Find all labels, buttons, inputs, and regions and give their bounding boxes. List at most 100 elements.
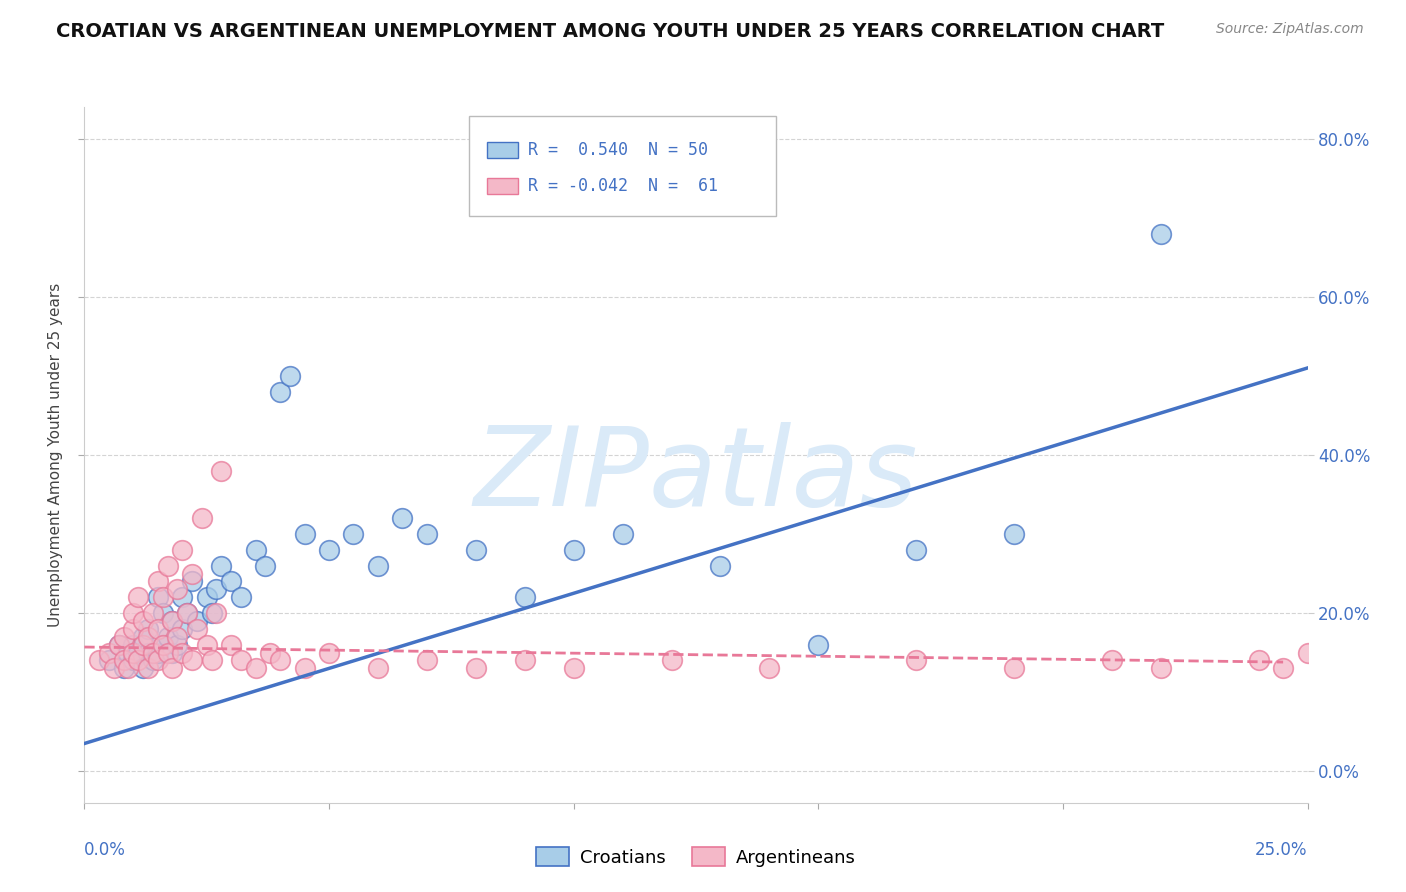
Point bbox=[416, 527, 439, 541]
Point bbox=[219, 638, 242, 652]
Point bbox=[117, 646, 139, 660]
Point bbox=[294, 661, 316, 675]
Point bbox=[172, 646, 194, 660]
Point bbox=[122, 638, 145, 652]
Point bbox=[112, 661, 135, 675]
Point bbox=[342, 527, 364, 541]
Point bbox=[513, 591, 536, 605]
Point bbox=[87, 653, 110, 667]
Point bbox=[172, 622, 194, 636]
Point bbox=[97, 653, 120, 667]
Point bbox=[152, 638, 174, 652]
Point bbox=[200, 653, 222, 667]
Point bbox=[127, 591, 149, 605]
Point bbox=[1002, 527, 1025, 541]
Point bbox=[107, 638, 129, 652]
Text: R = -0.042  N =  61: R = -0.042 N = 61 bbox=[527, 178, 718, 195]
Point bbox=[205, 582, 228, 597]
Point bbox=[661, 653, 683, 667]
Point bbox=[127, 646, 149, 660]
Point bbox=[152, 638, 174, 652]
Point bbox=[156, 630, 179, 644]
Point bbox=[146, 622, 169, 636]
Point bbox=[112, 630, 135, 644]
Point bbox=[122, 622, 145, 636]
Point bbox=[254, 558, 277, 573]
Point bbox=[905, 653, 928, 667]
Point bbox=[127, 653, 149, 667]
Point bbox=[132, 661, 155, 675]
Point bbox=[122, 653, 145, 667]
Point bbox=[136, 661, 159, 675]
Point bbox=[142, 646, 165, 660]
Point bbox=[709, 558, 731, 573]
Point bbox=[122, 606, 145, 620]
Point bbox=[294, 527, 316, 541]
Point bbox=[117, 661, 139, 675]
Point bbox=[209, 464, 232, 478]
Point bbox=[166, 630, 188, 644]
Point bbox=[152, 606, 174, 620]
Point bbox=[132, 638, 155, 652]
Point bbox=[562, 542, 585, 557]
Point bbox=[1272, 661, 1295, 675]
Point bbox=[162, 614, 184, 628]
Point bbox=[176, 606, 198, 620]
Point bbox=[191, 511, 214, 525]
Point bbox=[318, 646, 340, 660]
Point bbox=[136, 622, 159, 636]
Point bbox=[195, 638, 218, 652]
Point bbox=[391, 511, 413, 525]
Text: R =  0.540  N = 50: R = 0.540 N = 50 bbox=[527, 141, 707, 159]
Point bbox=[112, 653, 135, 667]
Point bbox=[152, 591, 174, 605]
Point bbox=[269, 384, 291, 399]
Point bbox=[107, 638, 129, 652]
Point bbox=[1150, 661, 1173, 675]
Point bbox=[162, 661, 184, 675]
Point bbox=[146, 646, 169, 660]
Point bbox=[905, 542, 928, 557]
Point bbox=[142, 606, 165, 620]
Point bbox=[162, 646, 184, 660]
Point bbox=[200, 606, 222, 620]
Point bbox=[181, 566, 204, 581]
Point bbox=[209, 558, 232, 573]
Point bbox=[122, 646, 145, 660]
Point bbox=[172, 591, 194, 605]
Y-axis label: Unemployment Among Youth under 25 years: Unemployment Among Youth under 25 years bbox=[48, 283, 63, 627]
Point bbox=[103, 661, 125, 675]
Point bbox=[758, 661, 780, 675]
Point bbox=[186, 614, 208, 628]
Point bbox=[166, 638, 188, 652]
Point bbox=[278, 368, 301, 383]
Point bbox=[807, 638, 830, 652]
Point bbox=[181, 574, 204, 589]
Point bbox=[186, 622, 208, 636]
Point bbox=[195, 591, 218, 605]
Point bbox=[142, 653, 165, 667]
Point bbox=[1002, 661, 1025, 675]
Point bbox=[146, 574, 169, 589]
Point bbox=[416, 653, 439, 667]
Point bbox=[172, 542, 194, 557]
Legend: Croatians, Argentineans: Croatians, Argentineans bbox=[529, 840, 863, 874]
Point bbox=[229, 653, 252, 667]
Point bbox=[136, 646, 159, 660]
Point bbox=[181, 653, 204, 667]
Point bbox=[156, 558, 179, 573]
Point bbox=[318, 542, 340, 557]
Text: 25.0%: 25.0% bbox=[1256, 841, 1308, 859]
Point bbox=[367, 661, 389, 675]
Point bbox=[166, 582, 188, 597]
Point bbox=[513, 653, 536, 667]
Point bbox=[612, 527, 634, 541]
Point bbox=[464, 542, 486, 557]
Point bbox=[146, 591, 169, 605]
Point bbox=[176, 606, 198, 620]
Point bbox=[97, 646, 120, 660]
Point bbox=[1101, 653, 1123, 667]
Point bbox=[367, 558, 389, 573]
Text: 0.0%: 0.0% bbox=[84, 841, 127, 859]
Point bbox=[132, 614, 155, 628]
